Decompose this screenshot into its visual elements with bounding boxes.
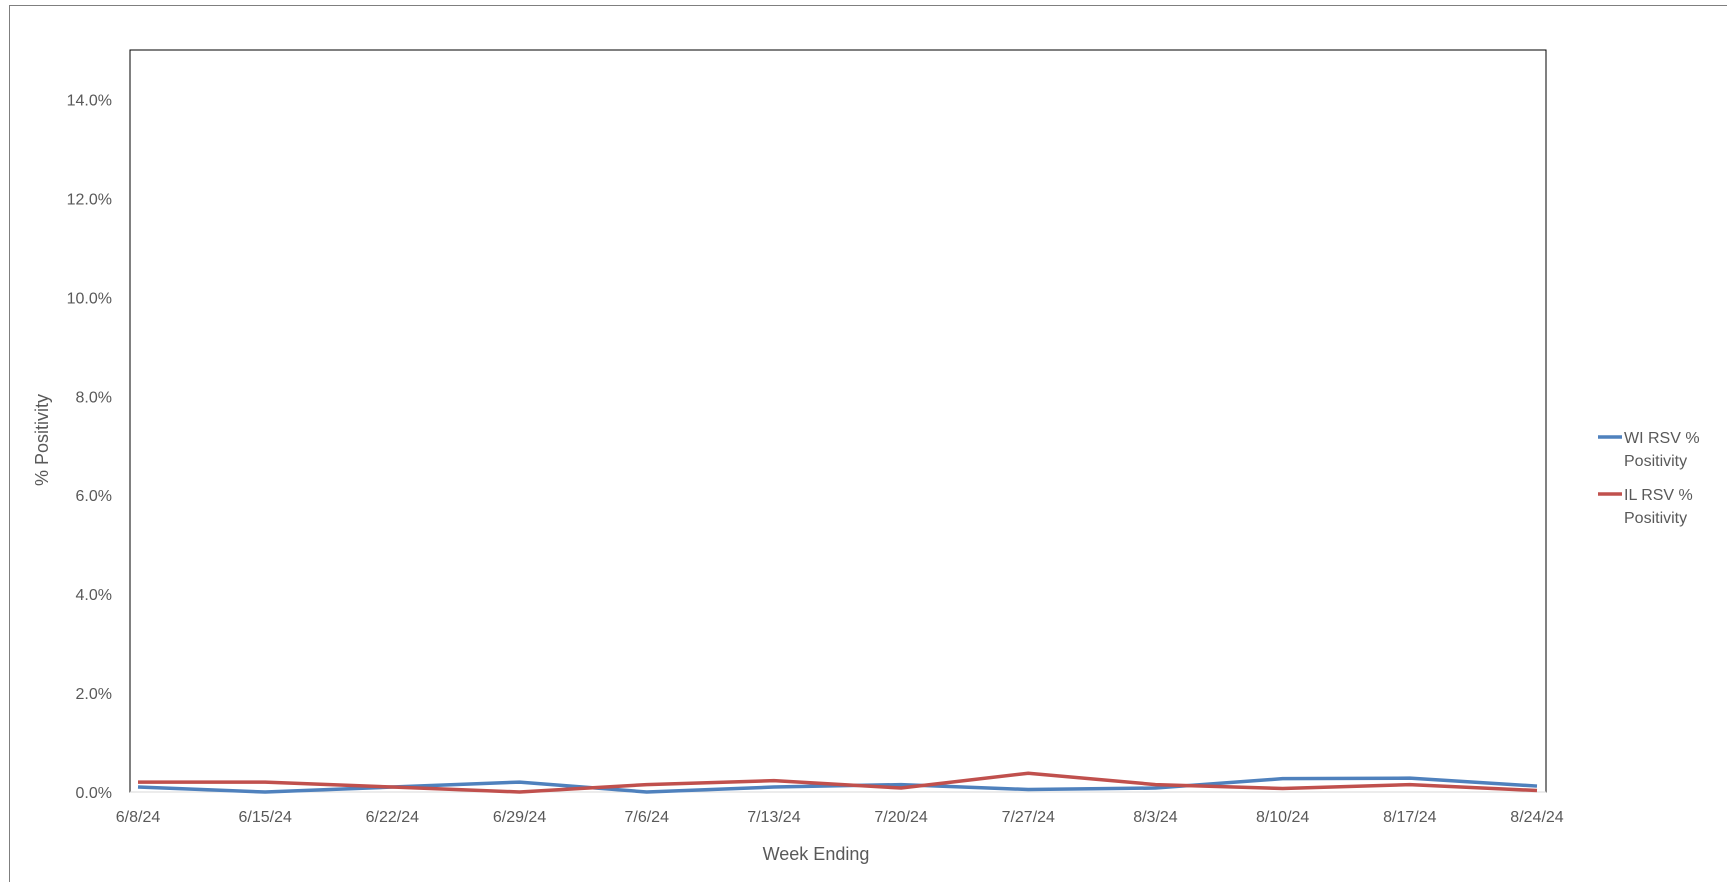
x-tick-label: 6/15/24 — [238, 809, 291, 826]
chart-frame — [9, 5, 1727, 882]
y-tick-label: 8.0% — [76, 389, 112, 406]
x-tick-label: 8/3/24 — [1133, 809, 1178, 826]
x-tick-label: 8/10/24 — [1256, 809, 1309, 826]
legend-label: WI RSV % — [1624, 430, 1700, 447]
y-axis-title: % Positivity — [32, 394, 52, 486]
series-line-2 — [138, 771, 1538, 794]
x-axis-title: Week Ending — [763, 844, 870, 864]
x-tick-label: 6/22/24 — [366, 809, 419, 826]
x-tick-label: 8/24/24 — [1510, 809, 1563, 826]
y-tick-label: 10.0% — [67, 290, 112, 307]
x-tick-label: 7/13/24 — [747, 809, 800, 826]
x-tick-label: 6/29/24 — [493, 809, 546, 826]
y-tick-label: 12.0% — [67, 191, 112, 208]
x-axis-tick-labels: 6/8/24 6/15/24 6/22/24 6/29/24 7/6/24 7/13/24… — [116, 809, 1564, 826]
legend-label: Positivity — [1624, 453, 1687, 470]
legend-label: Positivity — [1624, 510, 1687, 527]
y-tick-label: 4.0% — [76, 587, 112, 604]
x-tick-label: 7/27/24 — [1002, 809, 1055, 826]
series-lines — [130, 771, 1546, 794]
legend: WI RSV % Positivity IL RSV % Positivity — [1598, 430, 1700, 527]
x-tick-label: 7/20/24 — [874, 809, 927, 826]
y-tick-label: 6.0% — [76, 488, 112, 505]
y-tick-label: 14.0% — [67, 92, 112, 109]
x-tick-label: 8/17/24 — [1383, 809, 1436, 826]
y-tick-label: 0.0% — [76, 785, 112, 802]
y-axis-tick-labels: 0.0% 2.0% 4.0% 6.0% 8.0% 10.0% 12.0% 14.0% — [67, 92, 112, 802]
x-tick-label: 6/8/24 — [116, 809, 161, 826]
x-tick-label: 7/6/24 — [624, 809, 669, 826]
legend-label: IL RSV % — [1624, 487, 1693, 504]
plot-area — [129, 49, 1547, 793]
y-tick-label: 2.0% — [76, 686, 112, 703]
